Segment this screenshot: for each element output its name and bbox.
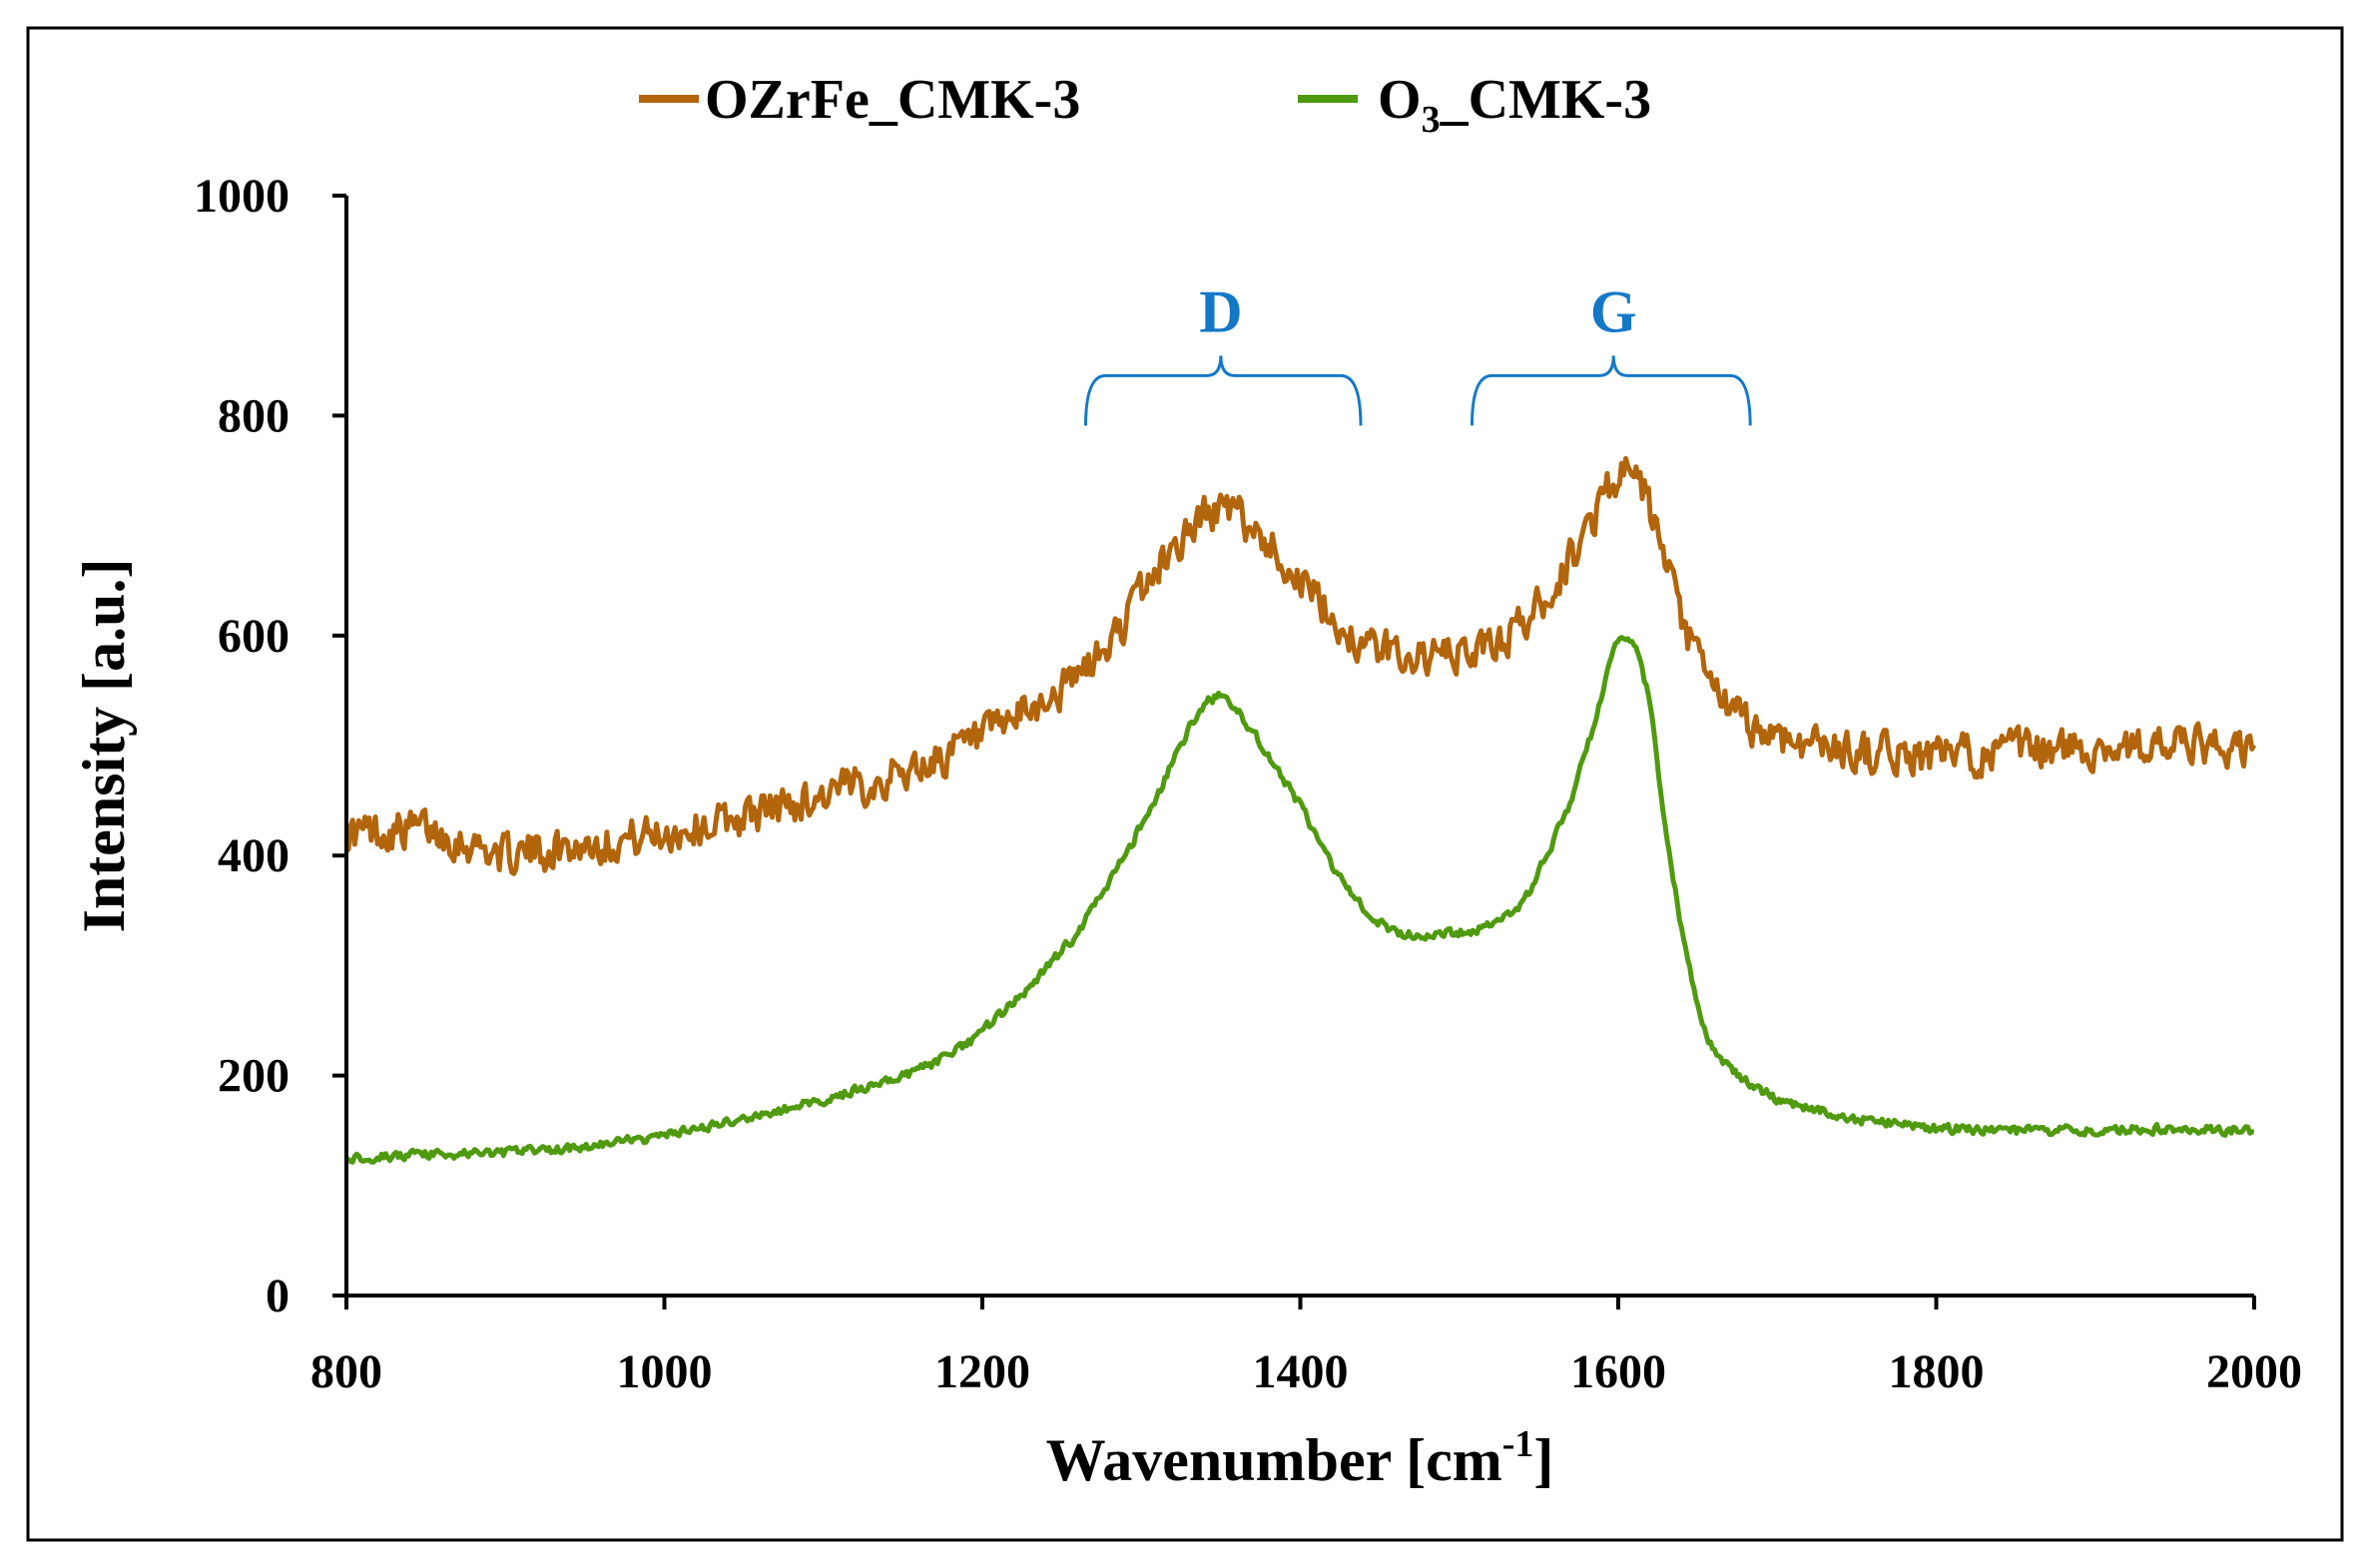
- y-tick-label: 400: [218, 829, 290, 882]
- x-ticks: 800 1000 1200 1400 1600 1800 2000: [310, 1296, 2302, 1398]
- band-brace-d: [1084, 355, 1363, 426]
- x-tick-label: 1200: [934, 1345, 1030, 1398]
- band-brace-g: [1470, 355, 1752, 426]
- legend-label-o3-base: O: [1378, 69, 1422, 131]
- x-axis-title-superscript: -1: [1502, 1423, 1534, 1465]
- x-tick-label: 2000: [2206, 1345, 2302, 1398]
- y-tick-label: 200: [218, 1050, 290, 1103]
- x-tick-label: 1800: [1889, 1345, 1985, 1398]
- legend-label-o3-subscript: 3: [1422, 99, 1441, 141]
- legend: OZrFe_CMK-3 O3_CMK-3: [639, 69, 1651, 141]
- x-tick-label: 1400: [1253, 1345, 1349, 1398]
- y-ticks: 0 200 400 600 800 1000: [194, 170, 346, 1322]
- band-label-g: G: [1590, 278, 1637, 344]
- x-tick-label: 1600: [1570, 1345, 1666, 1398]
- y-axis-title: Intensity [a.u.]: [71, 558, 137, 932]
- series-line-o3-cmk3: [343, 635, 2255, 1165]
- legend-label-ozrfe: OZrFe_CMK-3: [705, 69, 1080, 131]
- y-tick-label: 800: [218, 389, 290, 442]
- x-axis-title-main: Wavenumber [cm: [1046, 1427, 1502, 1493]
- x-tick-label: 800: [310, 1345, 382, 1398]
- legend-label-o3: O3_CMK-3: [1378, 69, 1651, 141]
- series-layer: [343, 455, 2257, 1165]
- legend-label-o3-rest: _CMK-3: [1440, 69, 1652, 131]
- x-axis-title: Wavenumber [cm-1]: [1046, 1423, 1554, 1493]
- x-tick-label: 1000: [617, 1345, 713, 1398]
- series-line-ozrfe-cmk3: [344, 455, 2257, 876]
- x-axis-title-close: ]: [1533, 1427, 1553, 1493]
- y-tick-label: 0: [266, 1270, 290, 1322]
- band-label-d: D: [1199, 278, 1242, 344]
- chart-frame: [26, 26, 2344, 1542]
- y-tick-label: 600: [218, 610, 290, 663]
- y-tick-label: 1000: [194, 170, 290, 223]
